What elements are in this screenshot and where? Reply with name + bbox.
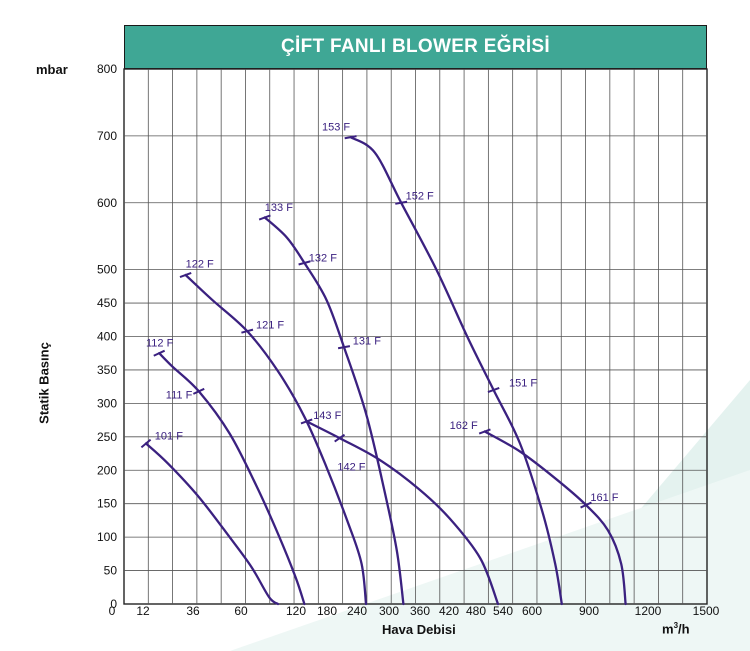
curve-marker [192, 387, 205, 395]
chart-title: ÇİFT FANLI BLOWER EĞRİSİ [124, 25, 707, 69]
curve-label: 162 F [450, 420, 478, 432]
y-tick-label: 200 [97, 463, 117, 477]
fan-curve [349, 136, 563, 606]
x-tick-label: 180 [317, 604, 337, 618]
curve-marker [153, 349, 166, 357]
curve-label: 121 F [256, 319, 284, 331]
fan-curve [158, 352, 306, 606]
curve-marker [258, 214, 271, 221]
curve-label: 143 F [313, 410, 341, 422]
curve-marker [334, 433, 346, 443]
fan-curve [305, 420, 500, 606]
curve-marker [580, 501, 592, 509]
curve-marker [179, 271, 192, 278]
curve-label: 142 F [337, 461, 365, 473]
y-axis-unit: mbar [36, 62, 68, 77]
x-tick-label: 420 [439, 604, 459, 618]
x-tick-label: 300 [379, 604, 399, 618]
x-tick-label: 540 [493, 604, 513, 618]
curve-label: 101 F [155, 430, 183, 442]
y-tick-label: 450 [97, 296, 117, 310]
curve-label: 153 F [322, 122, 350, 134]
fan-curve [184, 273, 368, 606]
x-tick-label: 1200 [635, 604, 662, 618]
y-tick-label: 150 [97, 497, 117, 511]
curve-marker [478, 428, 491, 435]
curve-marker [140, 438, 152, 449]
x-tick-label: 480 [466, 604, 486, 618]
curve-label: 152 F [406, 190, 434, 202]
x-origin-label: 0 [109, 604, 116, 618]
y-tick-label: 400 [97, 330, 117, 344]
curve-label: 111 F [166, 390, 193, 402]
curve-marker [487, 387, 500, 393]
y-tick-label: 50 [104, 564, 118, 578]
y-tick-label: 0 [110, 597, 117, 611]
x-tick-label: 1500 [693, 604, 720, 618]
x-tick-label: 360 [410, 604, 430, 618]
x-tick-label: 120 [286, 604, 306, 618]
y-tick-label: 350 [97, 363, 117, 377]
y-tick-label: 800 [97, 62, 117, 76]
curve-label: 131 F [353, 336, 381, 348]
curve-label: 151 F [509, 378, 537, 390]
x-tick-label: 12 [136, 604, 150, 618]
curve-marker [300, 418, 313, 425]
y-tick-label: 600 [97, 196, 117, 210]
y-tick-label: 100 [97, 530, 117, 544]
y-tick-label: 250 [97, 430, 117, 444]
x-axis-unit: m3/h [662, 621, 690, 637]
fan-curve [263, 216, 405, 606]
curve-label: 161 F [590, 492, 618, 504]
curve-label: 132 F [309, 253, 337, 265]
curve-marker [298, 260, 311, 266]
curve-marker [344, 135, 357, 140]
x-tick-label: 600 [522, 604, 542, 618]
curve-marker [337, 345, 351, 350]
x-tick-label: 900 [579, 604, 599, 618]
fan-curve [483, 430, 627, 606]
fan-curve [144, 442, 280, 606]
y-tick-label: 300 [97, 396, 117, 410]
curve-label: 112 F [146, 338, 174, 350]
x-tick-label: 60 [234, 604, 248, 618]
x-axis-label: Hava Debisi [382, 622, 456, 637]
curve-label: 122 F [186, 259, 214, 271]
x-tick-label: 240 [347, 604, 367, 618]
y-tick-label: 500 [97, 263, 117, 277]
y-tick-label: 700 [97, 129, 117, 143]
curve-marker [241, 328, 254, 334]
curve-marker [395, 200, 408, 205]
curve-label: 133 F [265, 202, 293, 214]
y-axis-label: Statik Basınç [36, 342, 52, 424]
x-tick-label: 36 [186, 604, 200, 618]
